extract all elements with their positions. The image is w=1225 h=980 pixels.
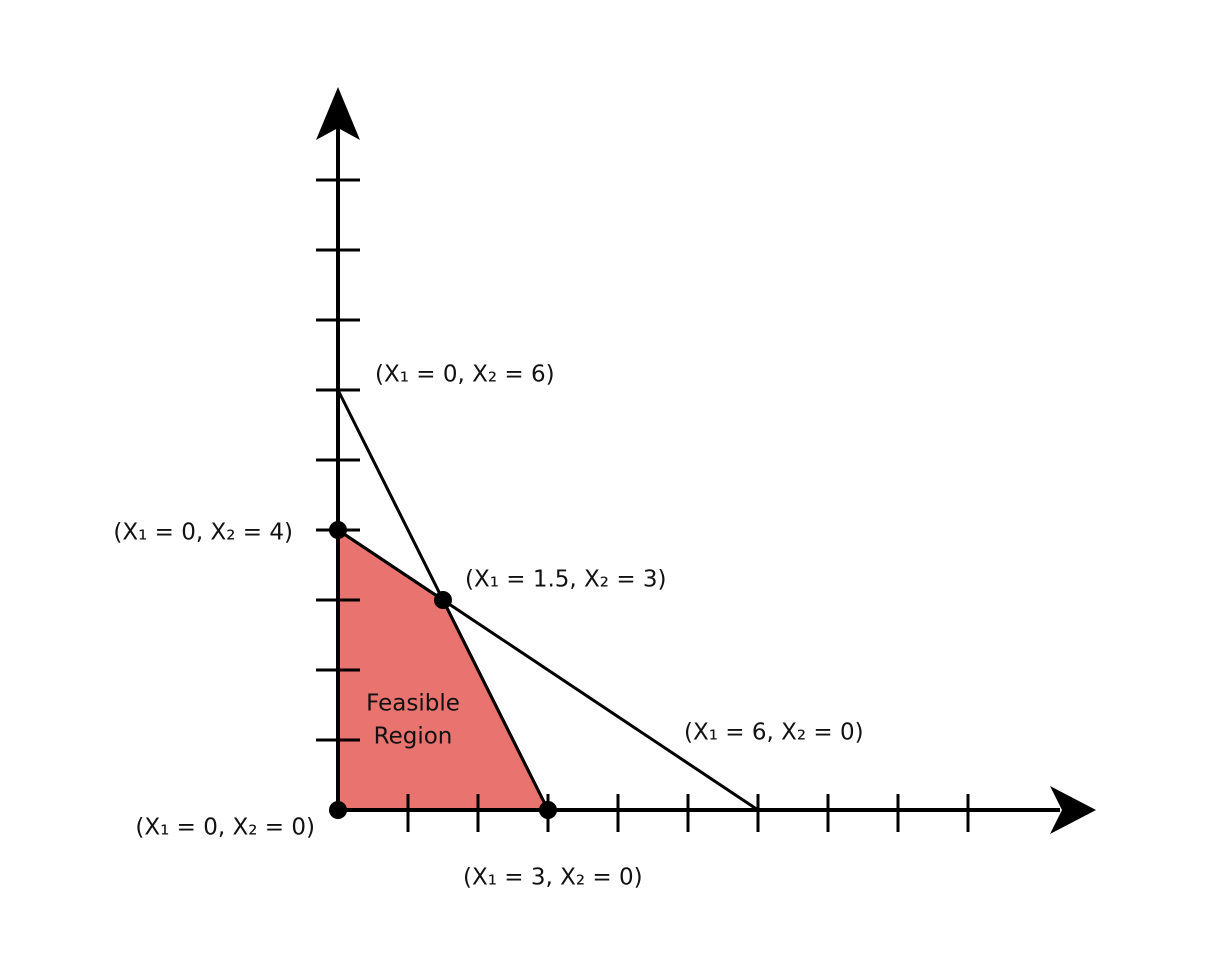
constraint-line	[337, 528, 759, 812]
point-label: (X₁ = 0, X₂ = 0)	[135, 815, 315, 841]
point-label: (X₁ = 6, X₂ = 0)	[684, 720, 864, 746]
vertex-dot	[329, 801, 347, 819]
vertex-dot	[329, 521, 347, 539]
point-label: (X₁ = 1.5, X₂ = 3)	[465, 567, 667, 593]
y-arrow	[316, 87, 360, 140]
point-label: (X₁ = 0, X₂ = 6)	[375, 362, 555, 388]
point-label: (X₁ = 3, X₂ = 0)	[463, 865, 643, 891]
region-label: Region	[374, 724, 453, 750]
x-arrow	[1050, 786, 1096, 834]
vertex-dot	[539, 801, 557, 819]
vertex-dot	[434, 591, 452, 609]
region-label: Feasible	[366, 691, 460, 717]
point-label: (X₁ = 0, X₂ = 4)	[113, 520, 293, 546]
